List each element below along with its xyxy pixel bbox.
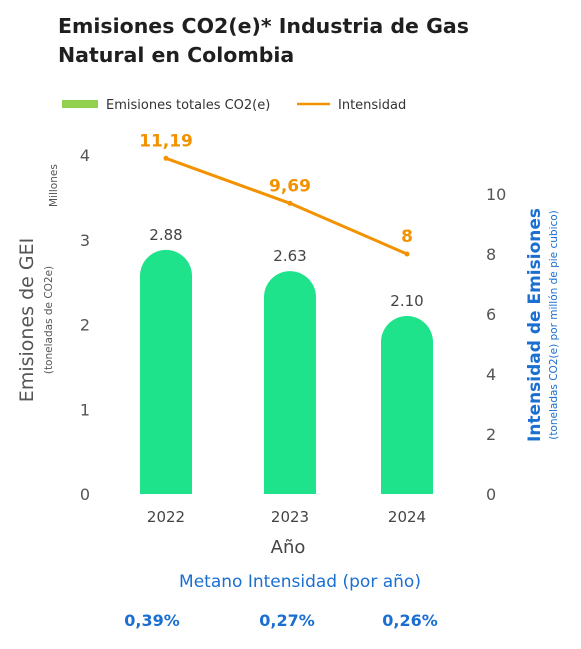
bar-series: 2.88 2.63 2.10 <box>140 226 433 494</box>
right-tick-label: 6 <box>486 305 496 324</box>
left-tick-label: 4 <box>80 146 90 165</box>
intensity-value-label: 9,69 <box>269 176 311 196</box>
intensity-line <box>164 156 409 256</box>
metano-title: Metano Intensidad (por año) <box>179 572 421 592</box>
left-axis-subtitle: (toneladas de CO2e) <box>43 266 55 374</box>
x-axis-categories: 2022 2023 2024 <box>147 508 426 526</box>
left-tick-label: 1 <box>80 400 90 419</box>
legend-line-label: Intensidad <box>338 98 406 113</box>
right-tick-label: 8 <box>486 245 496 264</box>
intensity-point <box>287 200 293 206</box>
bar-value-label: 2.10 <box>390 292 423 310</box>
metano-value: 0,39% <box>124 611 180 630</box>
right-tick-label: 10 <box>486 185 506 204</box>
left-axis-title: Emisiones de GEI <box>16 238 38 402</box>
right-axis-title: Intensidad de Emisiones <box>525 208 545 442</box>
bar <box>140 249 192 494</box>
category-label: 2022 <box>147 508 185 526</box>
metano-values: 0,39% 0,27% 0,26% <box>124 611 438 630</box>
intensity-point <box>163 155 169 161</box>
bar-value-label: 2.63 <box>273 247 306 265</box>
bar <box>381 316 433 494</box>
right-tick-label: 4 <box>486 365 496 384</box>
bar <box>264 271 316 494</box>
left-tick-label: 3 <box>80 231 90 250</box>
intensity-point <box>404 251 410 257</box>
legend-bar-label: Emisiones totales CO2(e) <box>106 98 270 113</box>
right-axis-subtitle: (toneladas CO2(e) por millón de pie cubi… <box>548 210 560 440</box>
x-axis-title: Año <box>271 537 306 558</box>
metano-value: 0,26% <box>382 611 438 630</box>
left-tick-label: 2 <box>80 316 90 335</box>
chart-title: Emisiones CO2(e)* Industria de Gas Natur… <box>58 14 469 67</box>
left-axis-unit: Millones <box>48 164 60 207</box>
legend: Emisiones totales CO2(e) Intensidad <box>62 98 406 113</box>
intensity-value-label: 11,19 <box>139 131 193 151</box>
line-series: 11,19 9,69 8 <box>139 131 413 257</box>
left-axis: 0 1 2 3 4 <box>80 146 90 504</box>
intensity-value-label: 8 <box>401 227 413 247</box>
metano-value: 0,27% <box>259 611 315 630</box>
left-tick-label: 0 <box>80 485 90 504</box>
right-axis: 0 2 4 6 8 10 <box>486 185 506 504</box>
bar-value-label: 2.88 <box>149 226 182 244</box>
right-tick-label: 0 <box>486 485 496 504</box>
category-label: 2024 <box>388 508 426 526</box>
legend-bar-swatch <box>62 100 98 108</box>
category-label: 2023 <box>271 508 309 526</box>
right-tick-label: 2 <box>486 425 496 444</box>
